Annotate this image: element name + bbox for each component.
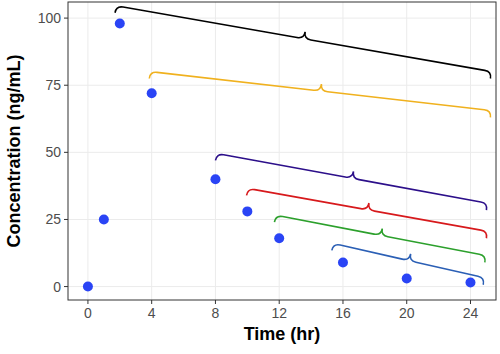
x-tick	[215, 300, 216, 304]
x-tick	[87, 300, 88, 304]
y-tick-label: 50	[45, 144, 61, 160]
x-tick-label: 8	[212, 305, 220, 321]
grid-line	[279, 2, 280, 300]
x-tick-label: 24	[463, 305, 479, 321]
grid-line	[470, 2, 471, 300]
point	[274, 233, 284, 243]
point	[242, 206, 252, 216]
y-tick	[64, 286, 68, 287]
bracket	[115, 7, 491, 79]
grid-line	[68, 286, 496, 287]
y-tick	[64, 152, 68, 153]
point	[402, 274, 412, 284]
plot-background	[68, 2, 496, 300]
x-tick	[342, 300, 343, 304]
point	[147, 88, 157, 98]
grid-line	[68, 152, 496, 153]
bracket	[332, 245, 484, 285]
bracket	[274, 216, 485, 262]
grid-line	[87, 2, 88, 300]
x-tick-label: 4	[148, 305, 156, 321]
y-axis-title: Concentration (ng/mL)	[4, 55, 24, 248]
y-tick-label: 75	[45, 77, 61, 93]
point	[210, 174, 220, 184]
y-tick	[64, 85, 68, 86]
point	[338, 257, 348, 267]
grid-line	[215, 2, 216, 300]
x-tick-label: 16	[335, 305, 351, 321]
panel-border	[68, 2, 496, 300]
y-tick-label: 25	[45, 211, 61, 227]
y-tick	[64, 219, 68, 220]
bracket	[149, 72, 490, 117]
y-tick-label: 0	[53, 279, 61, 295]
x-tick	[151, 300, 152, 304]
x-tick-label: 12	[271, 305, 287, 321]
point	[99, 214, 109, 224]
grid-line	[151, 2, 152, 300]
point	[83, 282, 93, 292]
point	[465, 278, 475, 288]
bracket	[215, 155, 486, 210]
grid-line	[342, 2, 343, 300]
grid-line	[68, 219, 496, 220]
chart: 0 4 8 12 16 20 24 0 25 50 75 100 Time (hr) Concentrat…	[0, 0, 500, 354]
x-axis-title: Time (hr)	[244, 324, 321, 344]
plot-area	[83, 7, 491, 292]
x-tick	[279, 300, 280, 304]
point	[115, 18, 125, 28]
grid-line	[68, 85, 496, 86]
y-tick	[64, 18, 68, 19]
grid-line	[406, 2, 407, 300]
y-tick-label: 100	[38, 10, 62, 26]
grid-line	[68, 18, 496, 19]
x-tick	[406, 300, 407, 304]
x-tick-label: 20	[399, 305, 415, 321]
page: {"chart_data": {"type": "scatter", "x_la…	[0, 0, 500, 354]
x-tick-label: 0	[84, 305, 92, 321]
x-tick	[470, 300, 471, 304]
bracket	[247, 189, 487, 238]
